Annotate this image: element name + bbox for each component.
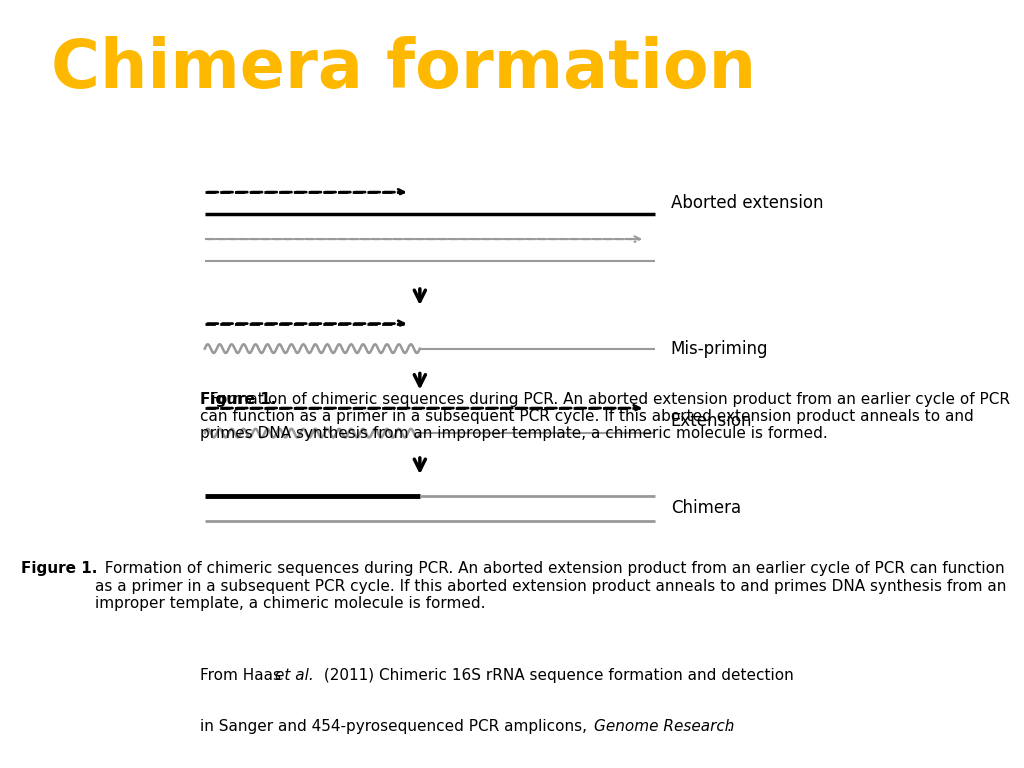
Text: et al.: et al. xyxy=(274,668,313,684)
Text: Aborted extension: Aborted extension xyxy=(671,194,823,212)
Text: Formation of chimeric sequences during PCR. An aborted extension product from an: Formation of chimeric sequences during P… xyxy=(200,392,1010,442)
Text: Figure 1.: Figure 1. xyxy=(200,392,276,407)
Text: Chimera formation: Chimera formation xyxy=(51,36,757,102)
Text: Extension: Extension xyxy=(671,412,753,429)
Text: (2011) Chimeric 16S rRNA sequence formation and detection: (2011) Chimeric 16S rRNA sequence format… xyxy=(319,668,794,684)
Text: Mis-priming: Mis-priming xyxy=(671,339,768,358)
Text: From Haas: From Haas xyxy=(200,668,286,684)
Text: .: . xyxy=(727,719,732,734)
Text: Chimera: Chimera xyxy=(671,499,740,517)
Text: Figure 1.: Figure 1. xyxy=(20,561,97,577)
Text: Formation of chimeric sequences during PCR. An aborted extension product from an: Formation of chimeric sequences during P… xyxy=(94,561,1007,611)
Text: Genome Research: Genome Research xyxy=(594,719,734,734)
Text: in Sanger and 454-pyrosequenced PCR amplicons,: in Sanger and 454-pyrosequenced PCR ampl… xyxy=(200,719,592,734)
